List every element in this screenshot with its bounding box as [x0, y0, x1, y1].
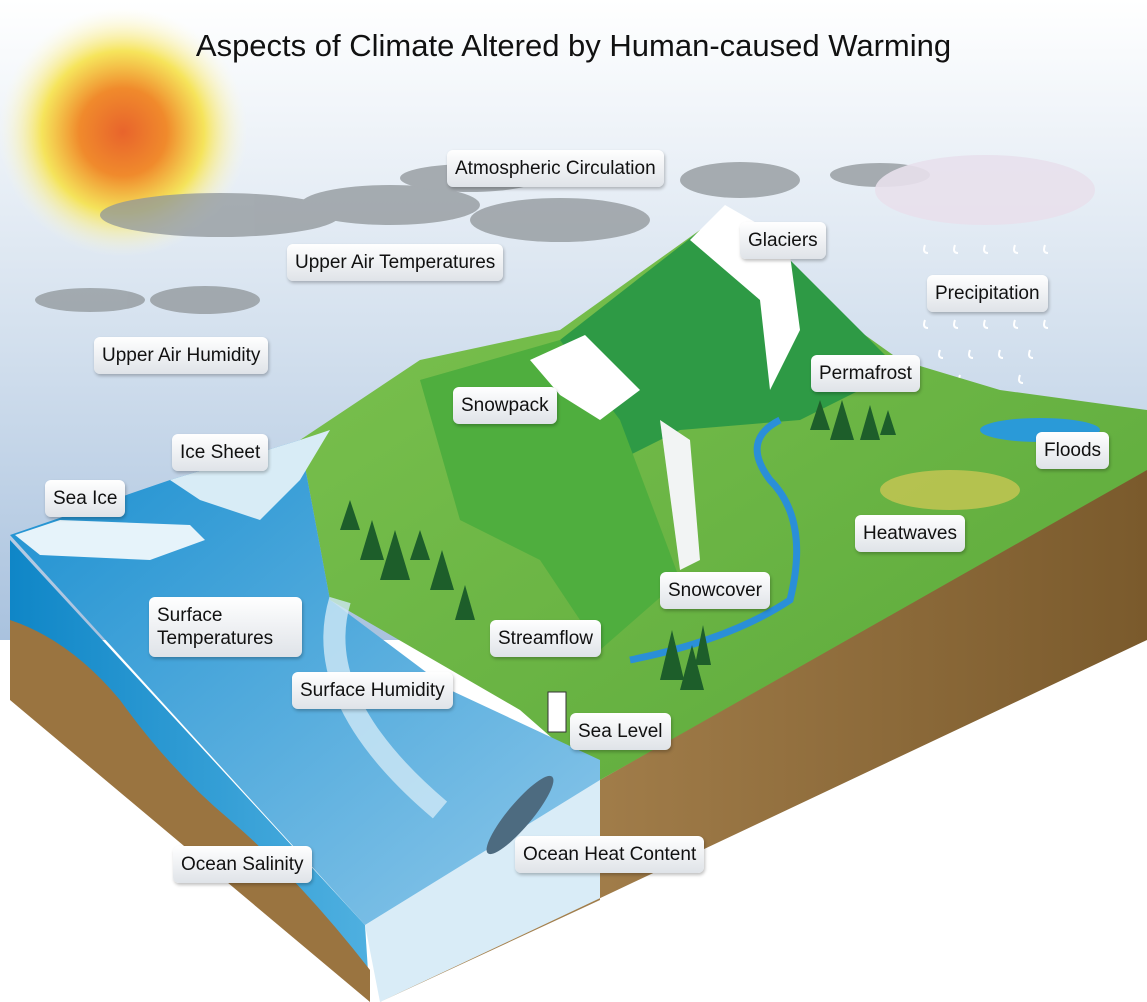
label: Surface Humidity [292, 672, 453, 709]
label: Sea Level [570, 713, 671, 750]
label: Snowcover [660, 572, 770, 609]
river [629, 416, 801, 664]
gauge [547, 691, 567, 733]
ice-sheet [170, 430, 330, 520]
label: Atmospheric Circulation [447, 150, 664, 187]
label: Ice Sheet [172, 434, 269, 471]
ocean-cutaway [365, 780, 600, 1002]
title: Aspects of Climate Altered by Human-caus… [195, 28, 952, 63]
label: Floods [1036, 432, 1110, 469]
soil-side [380, 465, 1147, 1002]
snowpack [530, 335, 640, 420]
whale [486, 775, 554, 855]
field [880, 470, 1020, 510]
label: Precipitation [927, 275, 1048, 312]
mountain [560, 215, 900, 470]
label: Snowpack [453, 387, 557, 424]
seabed [10, 620, 370, 1002]
label: Ocean Salinity [173, 846, 312, 883]
label: Upper Air Humidity [94, 337, 269, 374]
snowcover [660, 420, 700, 570]
label: Upper Air Temperatures [287, 244, 504, 281]
rain-cloud [875, 155, 1095, 225]
label: Ocean Heat Content [515, 836, 705, 873]
label: Streamflow [490, 620, 602, 657]
trees [340, 400, 896, 690]
sea-ice [15, 520, 205, 560]
label: Glaciers [740, 222, 826, 259]
label: Heatwaves [855, 515, 965, 552]
label: Surface Temperatures [149, 597, 302, 657]
label: Sea Ice [45, 480, 126, 517]
label: Permafrost [811, 355, 920, 392]
